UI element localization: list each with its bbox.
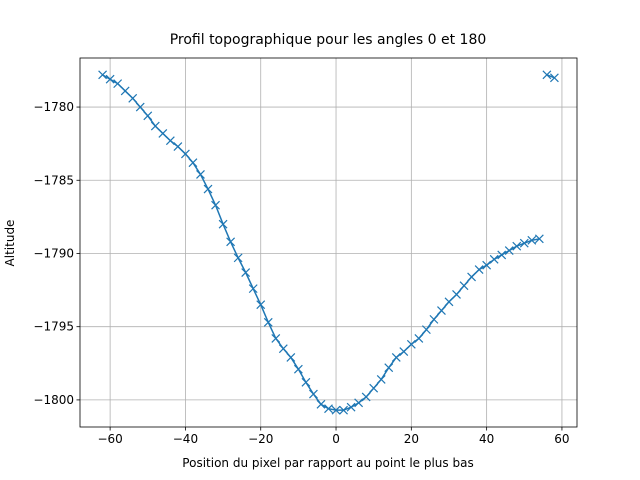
data-point xyxy=(549,73,559,83)
data-point xyxy=(256,300,266,310)
data-point xyxy=(271,333,281,343)
x-tick-label: 20 xyxy=(404,432,419,446)
data-point xyxy=(452,290,461,299)
data-point xyxy=(98,70,108,80)
data-point xyxy=(113,79,123,89)
data-point xyxy=(339,405,348,415)
x-tick-label: 60 xyxy=(554,432,569,446)
x-axis-label: Position du pixel par rapport au point l… xyxy=(182,456,473,470)
data-point xyxy=(474,265,484,275)
data-point xyxy=(293,364,303,374)
data-point xyxy=(406,339,416,349)
data-point xyxy=(203,184,213,194)
data-point xyxy=(143,111,153,121)
plot-frame xyxy=(79,57,578,428)
x-tick-label: −20 xyxy=(248,432,273,446)
data-point xyxy=(196,169,205,179)
data-point xyxy=(173,142,183,152)
data-point xyxy=(534,234,544,244)
y-tick-label: −1795 xyxy=(33,320,74,334)
data-point xyxy=(278,344,288,354)
data-point xyxy=(482,260,492,270)
data-point xyxy=(248,284,258,294)
data-point xyxy=(135,102,145,112)
x-tick-label: 40 xyxy=(479,432,494,446)
x-tick-label: −40 xyxy=(173,432,198,446)
data-point xyxy=(188,158,198,168)
data-point xyxy=(120,86,130,96)
y-tick-label: −1800 xyxy=(33,393,74,407)
data-point xyxy=(467,272,477,282)
data-point xyxy=(211,200,220,210)
data-point xyxy=(316,399,326,409)
data-point xyxy=(263,317,273,327)
x-tick-label: 0 xyxy=(332,432,340,446)
data-point xyxy=(519,238,529,248)
data-point xyxy=(399,347,409,357)
data-point xyxy=(437,306,446,316)
data-point xyxy=(165,136,175,146)
data-point xyxy=(128,93,138,103)
data-point xyxy=(346,402,356,412)
data-point xyxy=(391,353,401,362)
data-point xyxy=(105,74,115,84)
data-point xyxy=(309,389,318,399)
chart-title: Profil topographique pour les angles 0 e… xyxy=(170,32,487,48)
data-point xyxy=(158,128,168,138)
y-tick-label: −1790 xyxy=(33,246,74,260)
data-point xyxy=(150,121,160,131)
data-point xyxy=(421,325,431,335)
data-point xyxy=(301,377,311,387)
data-point xyxy=(414,333,424,343)
data-point xyxy=(180,149,190,159)
data-point xyxy=(504,246,514,255)
data-point xyxy=(376,374,386,384)
data-point xyxy=(233,253,243,263)
data-point xyxy=(241,268,251,277)
data-point xyxy=(429,314,439,324)
data-point xyxy=(361,392,371,402)
data-point xyxy=(369,383,379,393)
data-point xyxy=(218,219,228,229)
data-point xyxy=(354,398,364,408)
data-point xyxy=(542,70,552,80)
data-point xyxy=(331,405,341,415)
data-point xyxy=(489,254,499,264)
y-tick-label: −1780 xyxy=(33,100,74,114)
y-tick-label: −1785 xyxy=(33,173,74,187)
data-point xyxy=(444,297,454,307)
data-point xyxy=(286,353,296,362)
data-point xyxy=(497,250,507,260)
data-point xyxy=(459,281,469,291)
y-axis-label: Altitude xyxy=(3,220,17,267)
data-point xyxy=(512,241,522,251)
data-point xyxy=(324,404,333,414)
x-tick-label: −60 xyxy=(97,432,122,446)
data-point xyxy=(226,237,236,247)
data-point xyxy=(384,363,394,373)
data-point xyxy=(527,235,537,245)
